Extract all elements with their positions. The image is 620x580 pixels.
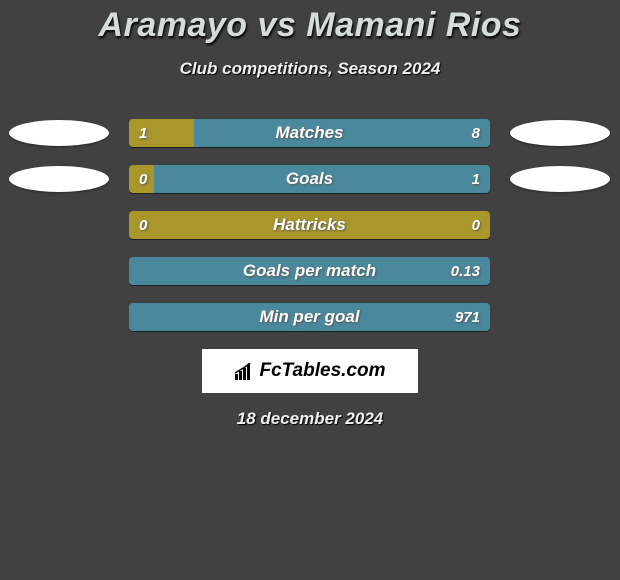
stat-label: Goals per match — [129, 257, 490, 285]
right-value: 8 — [462, 119, 490, 147]
stat-label: Hattricks — [129, 211, 490, 239]
right-value: 971 — [445, 303, 490, 331]
player-left-avatar — [9, 120, 109, 146]
player-right-avatar — [510, 166, 610, 192]
right-value: 0.13 — [441, 257, 490, 285]
left-avatar-slot — [9, 120, 109, 146]
right-avatar-slot — [510, 166, 610, 192]
stat-label: Goals — [129, 165, 490, 193]
right-value: 1 — [462, 165, 490, 193]
page-title: Aramayo vs Mamani Rios — [0, 0, 620, 45]
date: 18 december 2024 — [0, 409, 620, 429]
right-avatar-slot — [510, 120, 610, 146]
stat-bar: 1 Matches 8 — [129, 119, 490, 147]
player-right-avatar — [510, 120, 610, 146]
subtitle: Club competitions, Season 2024 — [0, 59, 620, 79]
logo: FcTables.com — [234, 360, 385, 382]
bar-chart-icon — [234, 363, 256, 381]
logo-box: FcTables.com — [202, 349, 418, 393]
stat-bar: Goals per match 0.13 — [129, 257, 490, 285]
stat-row: 0 Hattricks 0 — [0, 211, 620, 239]
stat-bar: 0 Hattricks 0 — [129, 211, 490, 239]
stat-bar: 0 Goals 1 — [129, 165, 490, 193]
stat-row: Goals per match 0.13 — [0, 257, 620, 285]
stat-row: Min per goal 971 — [0, 303, 620, 331]
stat-row: 1 Matches 8 — [0, 119, 620, 147]
stat-row: 0 Goals 1 — [0, 165, 620, 193]
stats-container: 1 Matches 8 0 Goals 1 0 Hattricks 0 — [0, 119, 620, 331]
player-left-avatar — [9, 166, 109, 192]
logo-text: FcTables.com — [259, 360, 385, 382]
stat-bar: Min per goal 971 — [129, 303, 490, 331]
stat-label: Matches — [129, 119, 490, 147]
stat-label: Min per goal — [129, 303, 490, 331]
left-avatar-slot — [9, 166, 109, 192]
right-value: 0 — [462, 211, 490, 239]
